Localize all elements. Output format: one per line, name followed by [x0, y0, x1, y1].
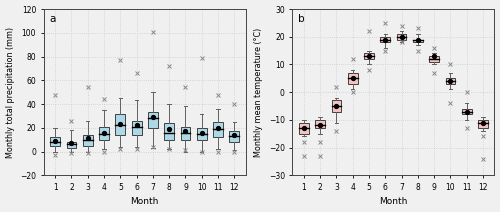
Bar [380, 37, 390, 42]
Bar [180, 127, 190, 140]
Bar [413, 39, 423, 42]
Bar [396, 34, 406, 39]
Bar [132, 121, 141, 135]
Bar [430, 56, 439, 62]
Bar [148, 112, 158, 128]
Bar [230, 131, 239, 142]
Bar [364, 53, 374, 59]
Bar [299, 123, 308, 134]
X-axis label: Month: Month [130, 197, 159, 206]
Bar [478, 120, 488, 128]
Y-axis label: Monthly mean temperature (°C): Monthly mean temperature (°C) [254, 28, 263, 157]
Bar [315, 120, 325, 128]
Bar [83, 135, 92, 146]
Bar [197, 128, 206, 140]
Text: b: b [298, 14, 305, 24]
Bar [164, 123, 174, 140]
Bar [332, 100, 342, 112]
Text: a: a [50, 14, 56, 24]
Bar [348, 73, 358, 84]
Bar [116, 113, 125, 135]
Bar [446, 78, 456, 84]
Bar [462, 109, 471, 114]
X-axis label: Month: Month [379, 197, 408, 206]
Y-axis label: Monthly total precipitation (mm): Monthly total precipitation (mm) [6, 26, 15, 158]
Bar [99, 127, 109, 140]
Bar [66, 142, 76, 148]
Bar [213, 122, 223, 137]
Bar [50, 137, 60, 146]
